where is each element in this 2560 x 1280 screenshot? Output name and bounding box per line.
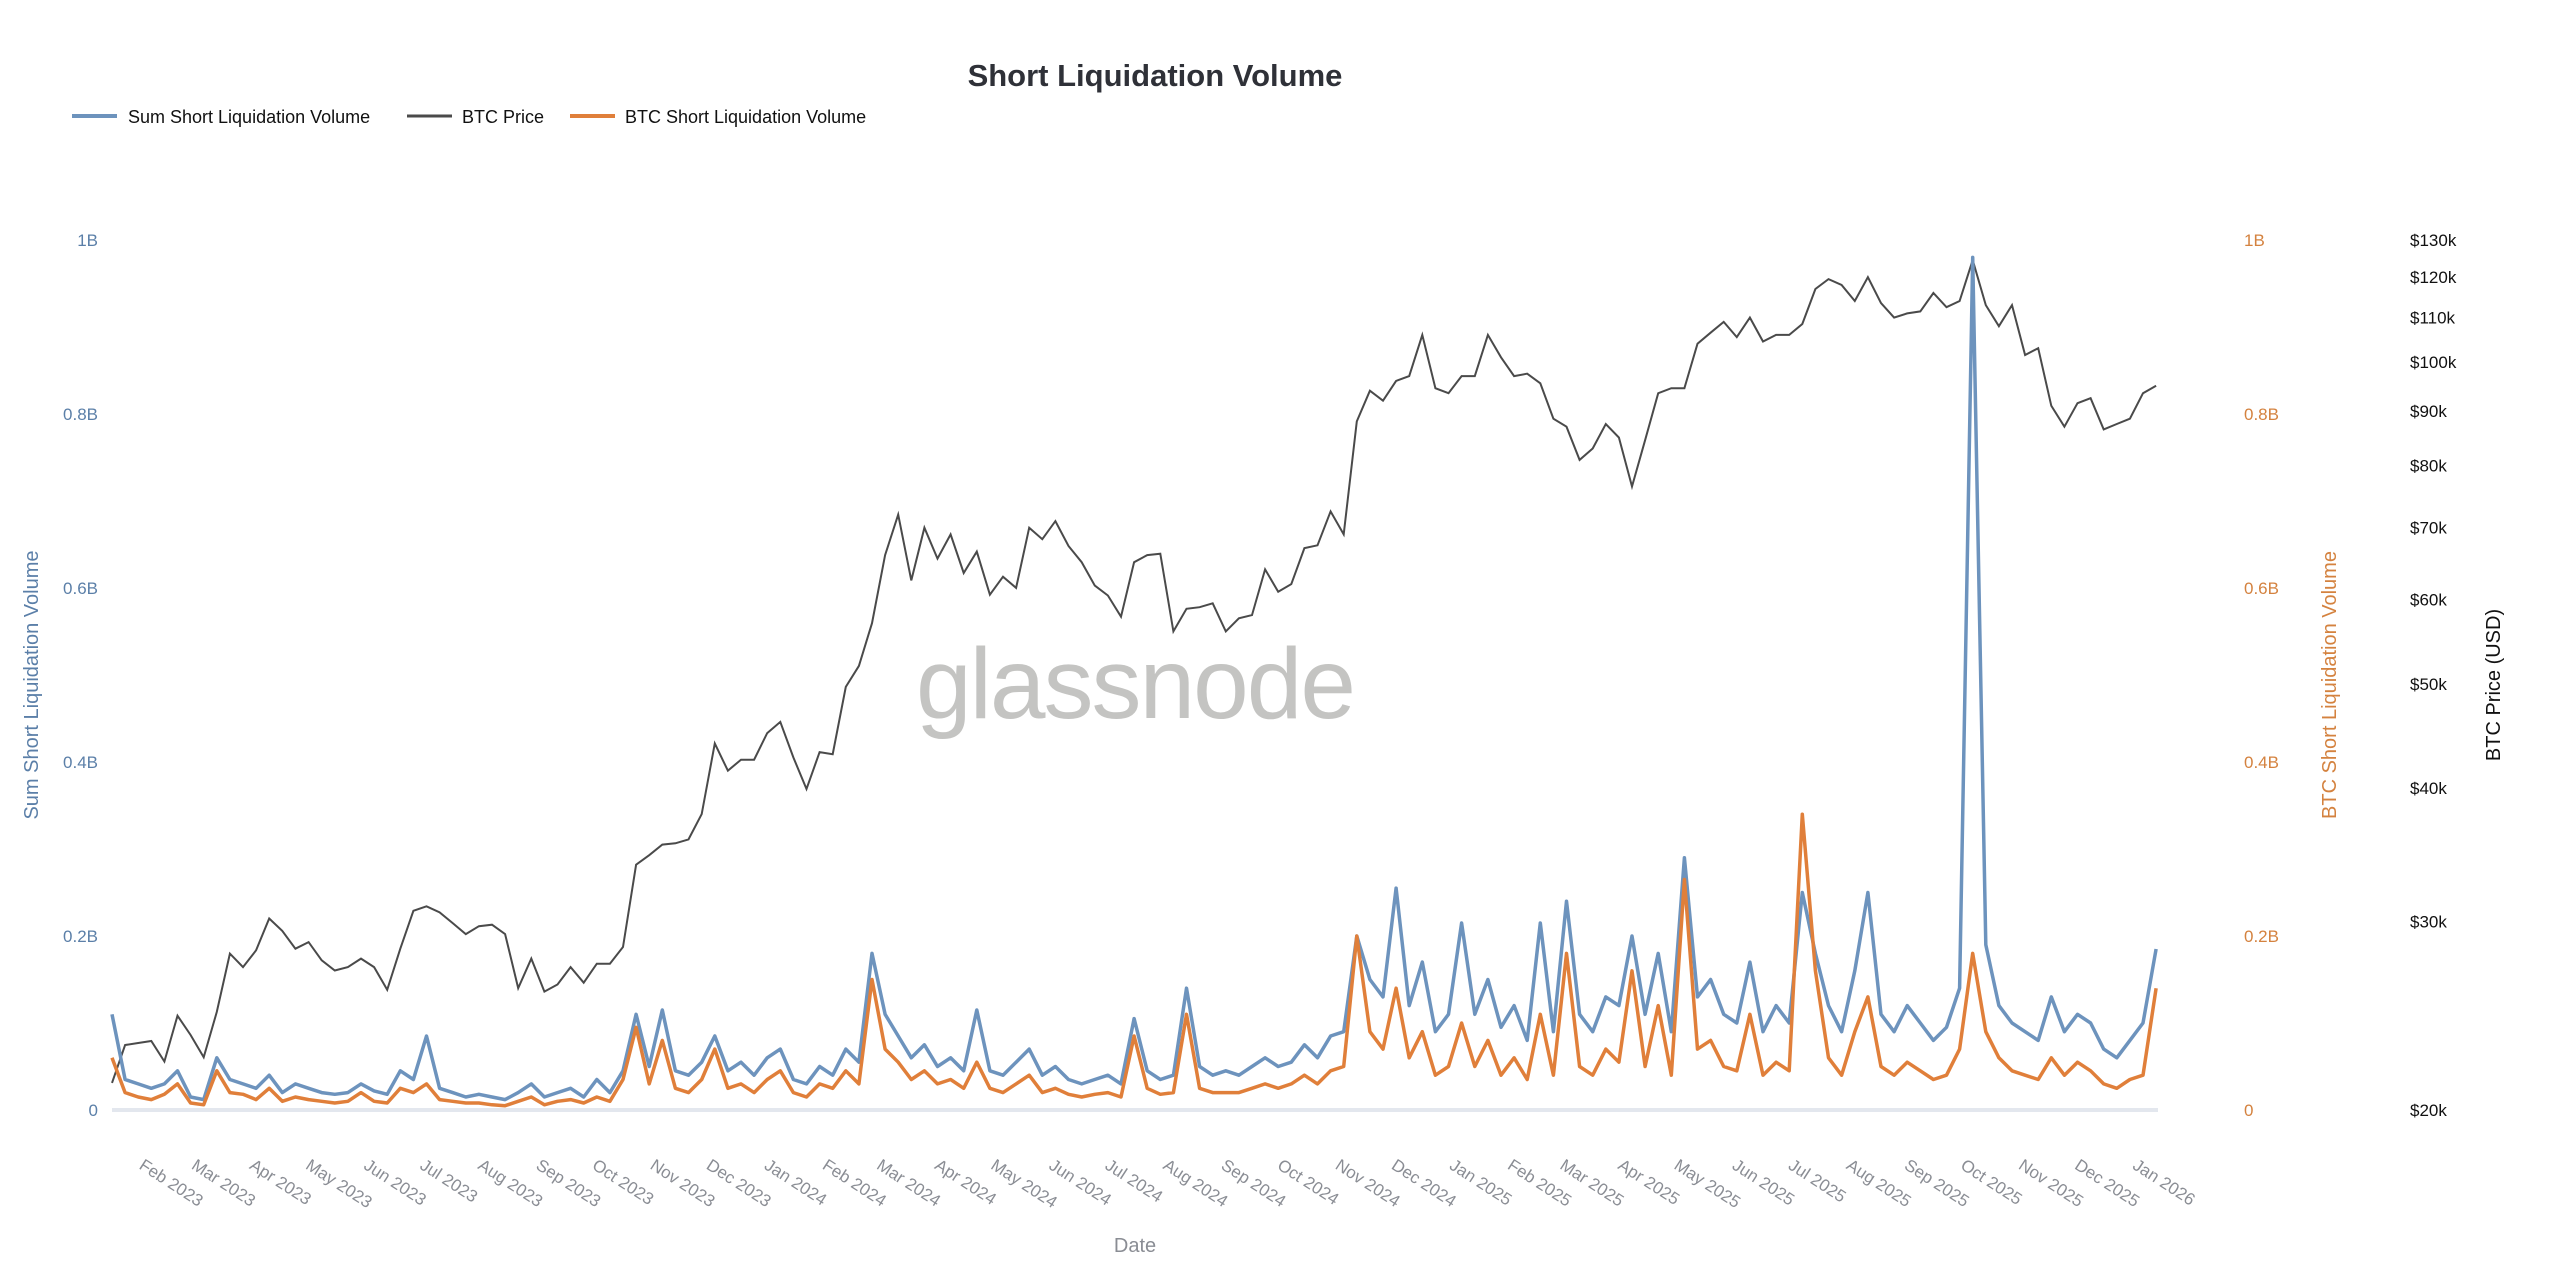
x-tick-label: Dec 2024 [1388, 1155, 1459, 1211]
right-axis-title: BTC Short Liquidation Volume [2319, 551, 2341, 819]
right-tick-label: 0.6B [2244, 579, 2279, 598]
x-tick-label: Jan 2026 [2129, 1155, 2198, 1209]
legend-label-btc: BTC Short Liquidation Volume [625, 107, 866, 127]
price-tick-label: $90k [2410, 402, 2447, 421]
x-tick-label: Aug 2025 [1843, 1155, 1914, 1211]
left-tick-label: 0 [89, 1101, 98, 1120]
x-tick-label: Apr 2025 [1615, 1155, 1683, 1209]
right-tick-label: 1B [2244, 231, 2265, 250]
right-tick-label: 0.2B [2244, 927, 2279, 946]
series-layer [110, 255, 2158, 1108]
left-axis-ticks: 0 0.2B 0.4B 0.6B 0.8B 1B [63, 231, 98, 1120]
left-axis-title: Sum Short Liquidation Volume [21, 550, 43, 819]
left-tick-label: 0.4B [63, 753, 98, 772]
price-axis-title: BTC Price (USD) [2483, 609, 2505, 761]
x-axis-title: Date [1114, 1235, 1156, 1257]
price-tick-label: $60k [2410, 590, 2447, 609]
legend-item-price[interactable]: BTC Price [407, 107, 544, 127]
price-tick-label: $40k [2410, 779, 2447, 798]
x-tick-label: Aug 2024 [1160, 1155, 1231, 1211]
price-tick-label: $100k [2410, 353, 2457, 372]
legend: Sum Short Liquidation Volume BTC Price B… [72, 107, 866, 127]
price-tick-label: $120k [2410, 268, 2457, 287]
legend-item-sum[interactable]: Sum Short Liquidation Volume [72, 107, 370, 127]
x-tick-label: Jul 2025 [1785, 1155, 1849, 1206]
watermark: glassnode [916, 628, 1354, 740]
x-tick-label: Jan 2024 [761, 1155, 830, 1209]
price-tick-label: $30k [2410, 913, 2447, 932]
x-tick-label: Apr 2023 [246, 1155, 314, 1209]
price-tick-label: $70k [2410, 519, 2447, 538]
left-tick-label: 0.8B [63, 405, 98, 424]
x-tick-label: Dec 2023 [703, 1155, 774, 1211]
x-tick-label: Jan 2025 [1446, 1155, 1515, 1209]
price-tick-label: $110k [2410, 309, 2456, 328]
price-tick-label: $50k [2410, 675, 2447, 694]
chart-title: Short Liquidation Volume [968, 58, 1343, 93]
right-tick-label: 0.8B [2244, 405, 2279, 424]
x-tick-label: Apr 2024 [931, 1155, 999, 1209]
price-tick-label: $80k [2410, 457, 2447, 476]
legend-label-sum: Sum Short Liquidation Volume [128, 107, 370, 127]
price-tick-label: $130k [2410, 231, 2457, 250]
right-tick-label: 0 [2244, 1101, 2253, 1120]
x-tick-label: Aug 2023 [475, 1155, 546, 1211]
right-axis-ticks: 0 0.2B 0.4B 0.6B 0.8B 1B [2244, 231, 2279, 1120]
legend-item-btc[interactable]: BTC Short Liquidation Volume [570, 107, 866, 127]
legend-label-price: BTC Price [462, 107, 544, 127]
left-tick-label: 0.6B [63, 579, 98, 598]
x-tick-label: Dec 2025 [2071, 1155, 2142, 1211]
series-line-btc-price [111, 256, 2157, 1084]
left-tick-label: 0.2B [63, 927, 98, 946]
x-tick-label: Jul 2023 [417, 1155, 481, 1206]
x-tick-label: Jul 2024 [1102, 1155, 1166, 1206]
price-tick-label: $20k [2410, 1101, 2447, 1120]
right-tick-label: 0.4B [2244, 753, 2279, 772]
series-line-btc-short-liquidation-volume [110, 812, 2158, 1108]
price-axis-ticks: $20k $30k $40k $50k $60k $70k $80k $90k $100k $11… [2410, 231, 2457, 1120]
left-tick-label: 1B [77, 231, 98, 250]
